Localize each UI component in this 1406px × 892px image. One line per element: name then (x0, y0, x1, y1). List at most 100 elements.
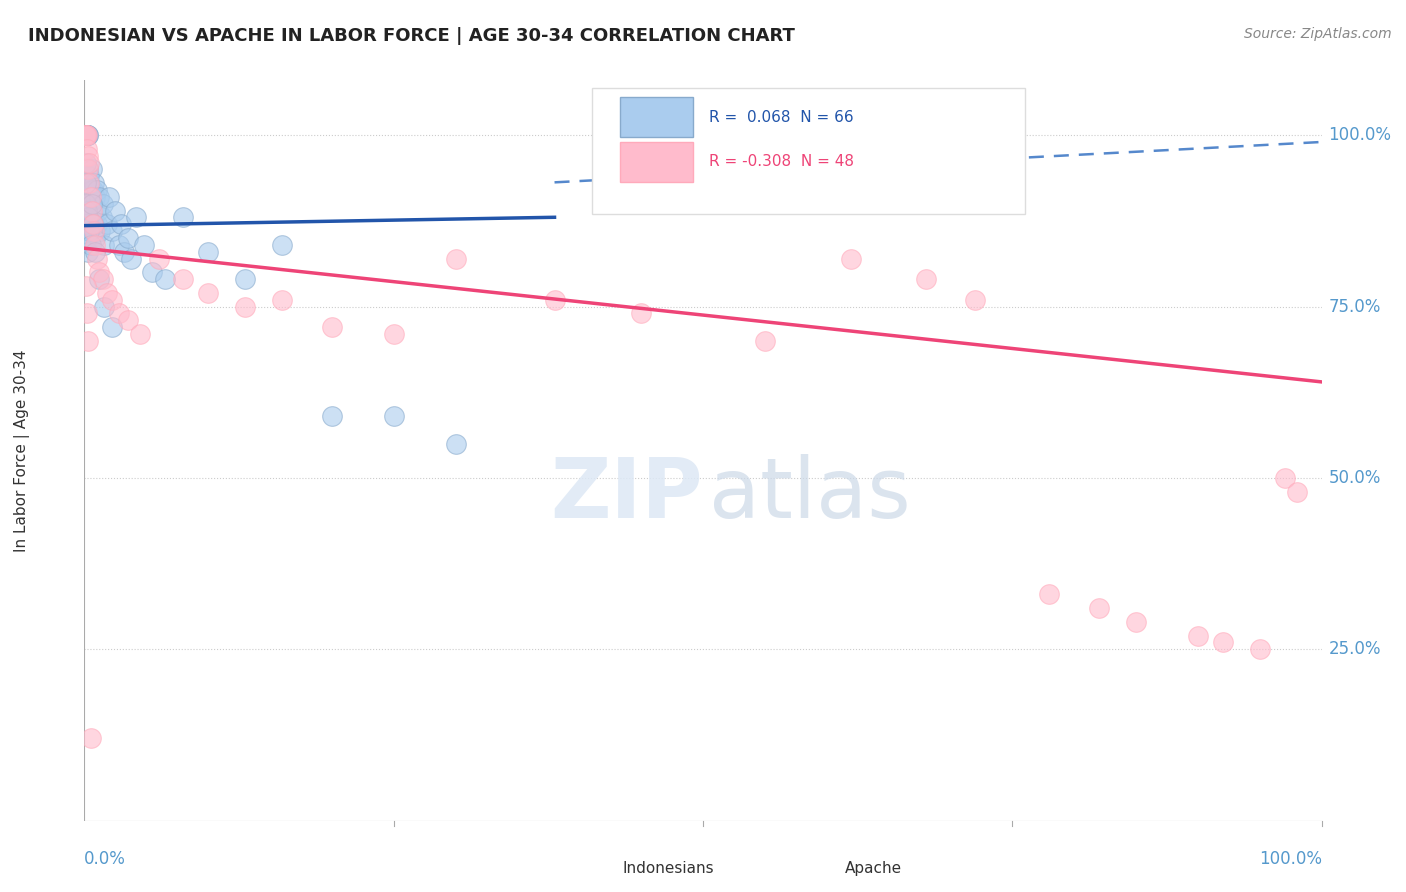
Point (79, 190, 101, 204)
Point (75, 128, 97, 142)
Text: 100.0%: 100.0% (1258, 850, 1322, 868)
Point (75, 279, 97, 293)
FancyBboxPatch shape (592, 87, 1025, 213)
Point (96, 217, 118, 231)
Point (86, 252, 108, 266)
Point (83, 224, 105, 238)
Point (141, 265, 163, 279)
Point (79, 237, 101, 252)
Text: Indonesians: Indonesians (623, 862, 714, 876)
Point (1125, 615, 1147, 629)
Point (98, 190, 121, 204)
FancyBboxPatch shape (553, 853, 613, 885)
Point (382, 409, 405, 424)
Point (84, 244, 107, 259)
Point (76, 128, 98, 142)
Point (75, 196, 97, 211)
Point (79, 224, 101, 238)
Point (104, 203, 127, 218)
Point (91, 272, 114, 286)
Point (80, 203, 103, 218)
Point (100, 320, 122, 334)
Text: R =  0.068  N = 66: R = 0.068 N = 66 (709, 110, 853, 125)
Point (80, 162, 103, 177)
Text: 25.0%: 25.0% (1329, 640, 1381, 658)
Point (108, 306, 131, 320)
Point (110, 217, 132, 231)
Point (125, 211, 148, 225)
Point (754, 334, 776, 348)
Point (96, 285, 118, 300)
Point (89, 265, 111, 279)
Point (91, 196, 114, 211)
Point (79, 196, 101, 211)
Text: 0.0%: 0.0% (84, 850, 127, 868)
Point (93, 300, 115, 314)
Point (76, 203, 98, 218)
Point (108, 237, 131, 252)
Point (77, 211, 100, 225)
Point (84, 231, 107, 245)
Text: ZIP: ZIP (551, 454, 703, 535)
Point (77, 162, 100, 177)
Point (87, 203, 110, 218)
Point (1274, 471, 1296, 485)
Text: INDONESIAN VS APACHE IN LABOR FORCE | AGE 30-34 CORRELATION CHART: INDONESIAN VS APACHE IN LABOR FORCE | AG… (28, 27, 794, 45)
Point (76, 128, 98, 142)
Point (80, 217, 103, 231)
Point (77, 334, 100, 348)
Point (1038, 587, 1060, 601)
Text: 75.0%: 75.0% (1329, 298, 1381, 316)
Point (444, 436, 467, 450)
Point (76, 128, 98, 142)
Point (83, 224, 105, 238)
Point (77, 128, 100, 142)
Point (89, 190, 111, 204)
Point (79, 176, 101, 190)
Point (79, 155, 101, 169)
Point (1088, 601, 1111, 615)
Point (117, 231, 139, 245)
Point (100, 224, 122, 238)
Point (112, 244, 135, 259)
Point (76, 231, 98, 245)
Point (172, 272, 194, 286)
Point (75, 155, 97, 169)
Text: 100.0%: 100.0% (1329, 126, 1392, 145)
Point (82, 217, 104, 231)
Point (76, 128, 98, 142)
FancyBboxPatch shape (620, 142, 693, 182)
Point (79, 183, 101, 197)
Point (444, 252, 467, 266)
Text: R = -0.308  N = 48: R = -0.308 N = 48 (709, 154, 855, 169)
Text: In Labor Force | Age 30-34: In Labor Force | Age 30-34 (14, 349, 31, 552)
Point (83, 176, 105, 190)
Point (89, 272, 111, 286)
Point (321, 320, 343, 334)
Point (75, 176, 97, 190)
Point (75, 128, 97, 142)
Point (630, 306, 652, 320)
Point (841, 252, 863, 266)
Point (82, 183, 104, 197)
Point (76, 306, 98, 320)
Point (1212, 635, 1234, 649)
Point (89, 224, 111, 238)
Point (79, 169, 101, 184)
Point (543, 293, 565, 307)
Point (1187, 628, 1209, 642)
Point (76, 142, 98, 156)
Point (382, 326, 405, 341)
Point (148, 252, 170, 266)
Point (914, 272, 936, 286)
Point (93, 237, 115, 252)
Text: 50.0%: 50.0% (1329, 469, 1381, 487)
Point (271, 293, 294, 307)
Point (233, 300, 256, 314)
Point (79, 190, 101, 204)
Text: Apache: Apache (845, 862, 903, 876)
Point (86, 217, 108, 231)
Point (75, 128, 97, 142)
Point (1285, 484, 1308, 499)
Point (153, 272, 176, 286)
